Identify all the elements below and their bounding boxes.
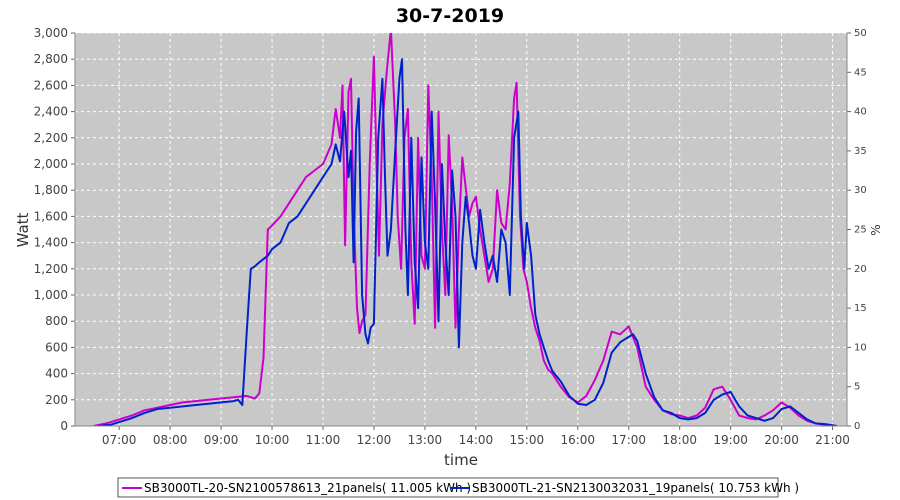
x-tick-label: 17:00 xyxy=(611,433,646,447)
y2-tick-label: 30 xyxy=(854,185,867,196)
y2-tick-label: 25 xyxy=(854,225,867,236)
y-tick-label: 2,600 xyxy=(34,78,68,92)
x-tick-label: 07:00 xyxy=(102,433,137,447)
y2-tick-label: 15 xyxy=(854,303,867,314)
plot-area xyxy=(75,33,847,426)
x-tick-label: 12:00 xyxy=(357,433,392,447)
x-tick-label: 19:00 xyxy=(713,433,748,447)
x-tick-label: 14:00 xyxy=(459,433,494,447)
x-tick-label: 08:00 xyxy=(153,433,188,447)
legend-label-2: SB3000TL-21-SN2130032031_19panels( 10.75… xyxy=(472,481,799,495)
x-tick-label: 10:00 xyxy=(255,433,290,447)
y2-tick-label: 5 xyxy=(854,382,860,393)
series-layer xyxy=(93,33,837,426)
x-tick-label: 13:00 xyxy=(408,433,443,447)
y-tick-label: 1,400 xyxy=(34,236,68,250)
y2-tick-label: 45 xyxy=(854,67,867,78)
y-tick-label: 600 xyxy=(45,340,68,354)
x-axis: 07:00 08:00 09:00 10:00 11:00 12:00 13:00 14:00… xyxy=(75,425,850,447)
y-tick-label: 0 xyxy=(60,419,68,433)
y2-axis-label: % xyxy=(869,224,883,235)
y-axis: 0 200 400 600 800 1,000 1,200 1,400 1,600 1,800 2,… xyxy=(34,26,76,433)
legend-box xyxy=(117,477,779,498)
x-tick-label: 11:00 xyxy=(306,433,341,447)
y-tick-label: 1,800 xyxy=(34,183,68,197)
y-tick-label: 2,000 xyxy=(34,157,68,171)
y2-tick-label: 20 xyxy=(854,264,867,275)
x-tick-label: 20:00 xyxy=(764,433,799,447)
y-tick-label: 800 xyxy=(45,314,68,328)
y-tick-label: 1,000 xyxy=(34,288,68,302)
y-tick-label: 200 xyxy=(45,393,68,407)
y2-axis: 0 5 10 15 20 25 30 35 40 45 50 xyxy=(846,28,867,432)
y-tick-label: 2,200 xyxy=(34,131,68,145)
y-axis-label: Watt xyxy=(14,212,32,247)
series-line-2 xyxy=(97,58,837,426)
chart-title: 30-7-2019 xyxy=(396,5,504,27)
y2-tick-label: 40 xyxy=(854,107,867,118)
y2-tick-label: 10 xyxy=(854,342,867,353)
y-tick-label: 400 xyxy=(45,367,68,381)
y-tick-label: 2,400 xyxy=(34,105,68,119)
y-tick-label: 1,200 xyxy=(34,262,68,276)
y-tick-label: 3,000 xyxy=(34,26,68,40)
x-tick-label: 16:00 xyxy=(560,433,595,447)
x-tick-label: 15:00 xyxy=(510,433,545,447)
x-tick-label: 18:00 xyxy=(662,433,697,447)
y2-tick-label: 0 xyxy=(854,421,860,432)
x-tick-label: 21:00 xyxy=(815,433,850,447)
y-tick-label: 1,600 xyxy=(34,209,68,223)
y-tick-label: 2,800 xyxy=(34,52,68,66)
x-tick-label: 09:00 xyxy=(204,433,239,447)
legend-label-1: SB3000TL-20-SN2100578613_21panels( 11.00… xyxy=(144,481,471,495)
x-axis-label: time xyxy=(444,451,478,469)
y2-tick-label: 35 xyxy=(854,146,867,157)
y2-tick-label: 50 xyxy=(854,28,867,39)
legend: SB3000TL-20-SN2100578613_21panels( 11.00… xyxy=(117,477,799,498)
